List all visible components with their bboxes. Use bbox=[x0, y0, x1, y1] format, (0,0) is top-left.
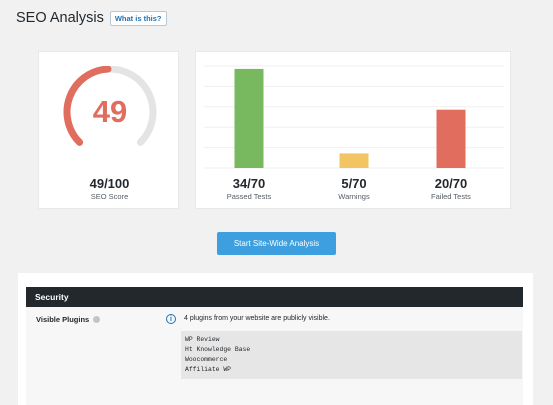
failed-tests-label: Failed Tests bbox=[431, 192, 471, 201]
plugin-item: Affiliate WP bbox=[185, 366, 232, 373]
test-results-card: 34/70 Passed Tests 5/70 Warnings 20/70 F… bbox=[195, 51, 511, 209]
analysis-panel: 49 49/100 SEO Score 34/70 Passed Tests 5… bbox=[18, 33, 533, 405]
visible-plugins-label: Visible Plugins bbox=[36, 315, 90, 324]
score-number: 49 bbox=[92, 94, 128, 129]
visible-plugins-message: 4 plugins from your website are publicly… bbox=[184, 315, 330, 322]
test-results-chart bbox=[204, 65, 504, 169]
info-icon: i bbox=[166, 314, 176, 324]
visible-plugins-row: Visible Plugins i 4 plugins from your we… bbox=[26, 307, 523, 405]
page-header: SEO Analysis What is this? bbox=[16, 8, 167, 28]
score-summary: 49/100 bbox=[89, 176, 130, 191]
warnings-label: Warnings bbox=[338, 192, 370, 201]
security-title: Security bbox=[35, 292, 69, 302]
bar-failed-tests bbox=[436, 109, 466, 168]
visible-plugins-label-wrap: Visible Plugins bbox=[36, 315, 101, 324]
gauge-fill bbox=[63, 65, 112, 146]
plugin-item: WP Review bbox=[185, 336, 220, 343]
warnings-value: 5/70 bbox=[341, 176, 367, 191]
seo-score-card: 49 49/100 SEO Score bbox=[38, 51, 179, 209]
plugin-item: Ht Knowledge Base bbox=[185, 346, 251, 353]
plugin-item: Woocommerce bbox=[185, 356, 228, 363]
what-is-this-button[interactable]: What is this? bbox=[109, 10, 167, 26]
page-title: SEO Analysis bbox=[16, 10, 104, 26]
security-section: Security Visible Plugins i 4 plugins fro… bbox=[18, 273, 533, 405]
score-gauge: 49 bbox=[59, 65, 161, 158]
bar-warnings bbox=[339, 153, 369, 168]
plugin-list: WP Review Ht Knowledge Base Woocommerce … bbox=[181, 331, 522, 379]
security-header: Security bbox=[26, 287, 523, 307]
gauge-svg bbox=[63, 65, 157, 146]
failed-tests-value: 20/70 bbox=[434, 176, 468, 191]
score-label: SEO Score bbox=[90, 192, 129, 201]
passed-tests-value: 34/70 bbox=[232, 176, 266, 191]
start-site-wide-analysis-button[interactable]: Start Site-Wide Analysis bbox=[217, 232, 336, 255]
bar-passed-tests bbox=[234, 68, 264, 168]
help-circle-icon[interactable] bbox=[93, 316, 101, 323]
passed-tests-label: Passed Tests bbox=[226, 192, 272, 201]
